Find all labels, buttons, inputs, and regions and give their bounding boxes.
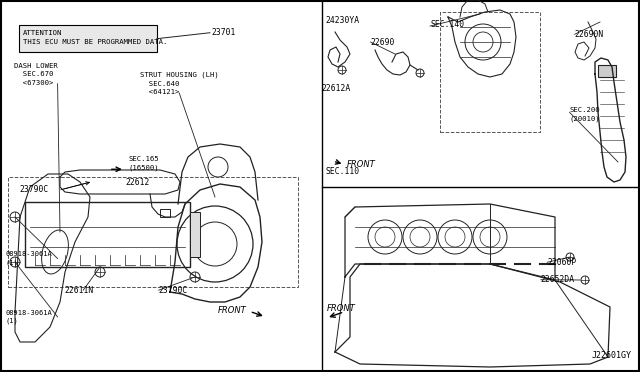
Bar bbox=[440, 12, 540, 132]
Text: 22690: 22690 bbox=[371, 38, 395, 46]
Text: DASH LOWER
  SEC.670
  <67300>: DASH LOWER SEC.670 <67300> bbox=[14, 63, 58, 86]
Text: 08918-3061A
(1): 08918-3061A (1) bbox=[5, 310, 52, 324]
Text: SEC.200
(20010): SEC.200 (20010) bbox=[570, 107, 600, 122]
Text: FRONT: FRONT bbox=[327, 304, 356, 313]
Text: 22612: 22612 bbox=[125, 178, 150, 187]
Text: SEC.110: SEC.110 bbox=[325, 167, 359, 176]
Bar bbox=[160, 209, 170, 217]
Text: 08918-3061A
(1): 08918-3061A (1) bbox=[5, 251, 52, 266]
Bar bbox=[25, 202, 190, 267]
Bar bbox=[598, 65, 616, 77]
Text: 22611N: 22611N bbox=[64, 286, 93, 295]
Text: STRUT HOUSING (LH)
  SEC.640
  <64121>: STRUT HOUSING (LH) SEC.640 <64121> bbox=[140, 72, 218, 96]
Text: SEC.165
(16500): SEC.165 (16500) bbox=[128, 156, 159, 171]
Text: 23701: 23701 bbox=[211, 28, 236, 37]
Text: 22612A: 22612A bbox=[321, 84, 351, 93]
Text: FRONT: FRONT bbox=[218, 306, 246, 315]
Text: 22690N: 22690N bbox=[575, 30, 604, 39]
Text: J22601GY: J22601GY bbox=[592, 351, 632, 360]
Text: 24230YA: 24230YA bbox=[325, 16, 359, 25]
Text: 22652DA: 22652DA bbox=[541, 275, 575, 284]
Text: 23790C: 23790C bbox=[159, 286, 188, 295]
Text: ATTENTION
THIS ECU MUST BE PROGRAMMED DATA.: ATTENTION THIS ECU MUST BE PROGRAMMED DA… bbox=[23, 30, 168, 45]
Bar bbox=[19, 25, 157, 52]
Text: FRONT: FRONT bbox=[347, 160, 376, 169]
Text: SEC.140: SEC.140 bbox=[430, 20, 464, 29]
Bar bbox=[8, 177, 298, 287]
Bar bbox=[190, 212, 200, 257]
Text: 22060P: 22060P bbox=[547, 258, 577, 267]
Text: 23790C: 23790C bbox=[19, 185, 49, 194]
